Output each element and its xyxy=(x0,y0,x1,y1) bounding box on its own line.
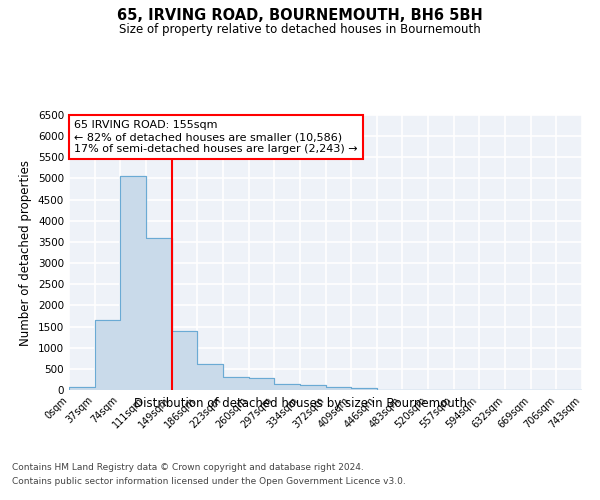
Text: Contains public sector information licensed under the Open Government Licence v3: Contains public sector information licen… xyxy=(12,478,406,486)
Text: Contains HM Land Registry data © Crown copyright and database right 2024.: Contains HM Land Registry data © Crown c… xyxy=(12,462,364,471)
Polygon shape xyxy=(69,176,582,390)
Text: Distribution of detached houses by size in Bournemouth: Distribution of detached houses by size … xyxy=(133,398,467,410)
Text: 65 IRVING ROAD: 155sqm
← 82% of detached houses are smaller (10,586)
17% of semi: 65 IRVING ROAD: 155sqm ← 82% of detached… xyxy=(74,120,358,154)
Text: 65, IRVING ROAD, BOURNEMOUTH, BH6 5BH: 65, IRVING ROAD, BOURNEMOUTH, BH6 5BH xyxy=(117,8,483,22)
Text: Size of property relative to detached houses in Bournemouth: Size of property relative to detached ho… xyxy=(119,22,481,36)
Y-axis label: Number of detached properties: Number of detached properties xyxy=(19,160,32,346)
